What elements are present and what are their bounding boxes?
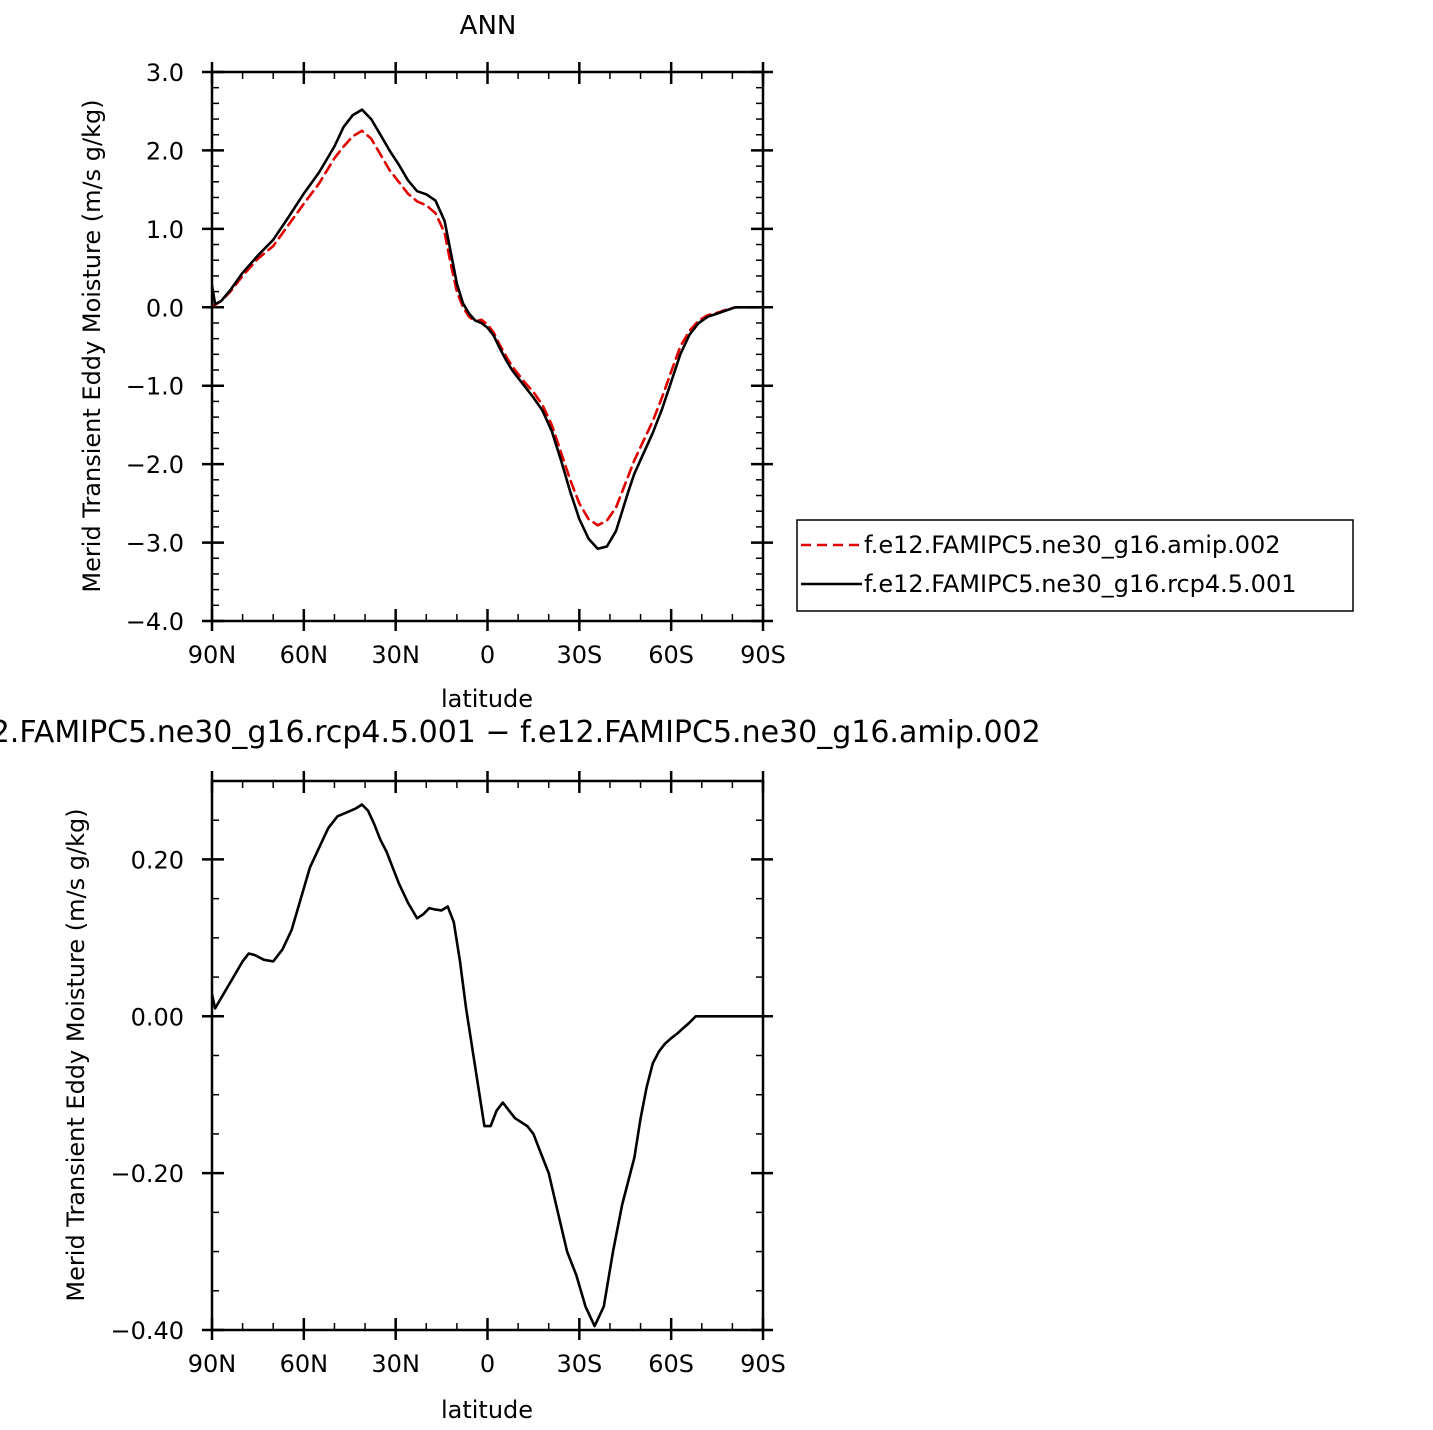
bottom-xtick-label: 0	[480, 1350, 495, 1378]
bottom-xtick-label: 30S	[556, 1350, 602, 1378]
bottom-ytick-label: 0.20	[131, 846, 184, 874]
top-xtick-label: 60S	[648, 641, 694, 669]
legend-label-amip: f.e12.FAMIPC5.ne30_g16.amip.002	[864, 531, 1281, 559]
bottom-xtick-label: 60S	[648, 1350, 694, 1378]
bottom-plot-frame	[210, 779, 765, 1332]
bottom-xtick-label: 60N	[280, 1350, 329, 1378]
top-y-tick-labels: 3.0 2.0 1.0 0.0 −1.0 −2.0 −3.0 −4.0	[126, 59, 184, 636]
bottom-xtick-label: 90N	[188, 1350, 237, 1378]
top-xtick-label: 30N	[371, 641, 420, 669]
bottom-chart-title: f.e12.FAMIPC5.ne30_g16.rcp4.5.001 − f.e1…	[0, 715, 1041, 750]
top-ytick-label: 1.0	[146, 216, 184, 244]
top-plot-frame	[210, 70, 765, 623]
bottom-chart-ylabel: Merid Transient Eddy Moisture (m/s g/kg)	[62, 808, 90, 1301]
bottom-chart-xlabel: latitude	[441, 1396, 533, 1424]
top-chart-title: ANN	[460, 11, 517, 41]
bottom-chart-panel: f.e12.FAMIPC5.ne30_g16.rcp4.5.001 − f.e1…	[0, 715, 1041, 1424]
bottom-series-line-0	[212, 803, 763, 1328]
legend-box	[796, 519, 1354, 612]
top-xtick-label: 0	[480, 641, 495, 669]
top-series-line-0	[212, 129, 763, 527]
top-chart-panel: ANN Merid Transient Eddy Moisture (m/s g…	[78, 11, 1354, 713]
top-ytick-label: −2.0	[126, 451, 184, 479]
top-xtick-label: 60N	[280, 641, 329, 669]
top-ytick-label: 0.0	[146, 294, 184, 322]
top-ytick-label: 2.0	[146, 137, 184, 165]
top-series-group	[212, 108, 763, 551]
bottom-series-group	[212, 803, 763, 1328]
top-x-tick-labels: 90N 60N 30N 0 30S 60S 90S	[188, 641, 786, 669]
top-ytick-label: −4.0	[126, 608, 184, 636]
top-ytick-label: −3.0	[126, 530, 184, 558]
bottom-ytick-label: 0.00	[131, 1003, 184, 1031]
top-axis-ticks	[202, 62, 773, 631]
top-xtick-label: 90S	[740, 641, 786, 669]
top-legend: f.e12.FAMIPC5.ne30_g16.amip.002 f.e12.FA…	[796, 519, 1354, 612]
top-xtick-label: 90N	[188, 641, 237, 669]
top-chart-ylabel: Merid Transient Eddy Moisture (m/s g/kg)	[78, 99, 106, 592]
top-chart-xlabel: latitude	[441, 685, 533, 713]
bottom-xtick-label: 30N	[371, 1350, 420, 1378]
bottom-xtick-label: 90S	[740, 1350, 786, 1378]
top-ytick-label: −1.0	[126, 373, 184, 401]
top-ytick-label: 3.0	[146, 59, 184, 87]
top-series-line-1	[212, 108, 763, 551]
bottom-axis-ticks	[202, 771, 773, 1340]
bottom-x-tick-labels: 90N 60N 30N 0 30S 60S 90S	[188, 1350, 786, 1378]
bottom-ytick-label: −0.20	[110, 1160, 184, 1188]
legend-label-rcp: f.e12.FAMIPC5.ne30_g16.rcp4.5.001	[864, 570, 1297, 598]
bottom-ytick-label: −0.40	[110, 1317, 184, 1345]
bottom-y-tick-labels: 0.20 0.00 −0.20 −0.40	[110, 846, 184, 1345]
top-xtick-label: 30S	[556, 641, 602, 669]
